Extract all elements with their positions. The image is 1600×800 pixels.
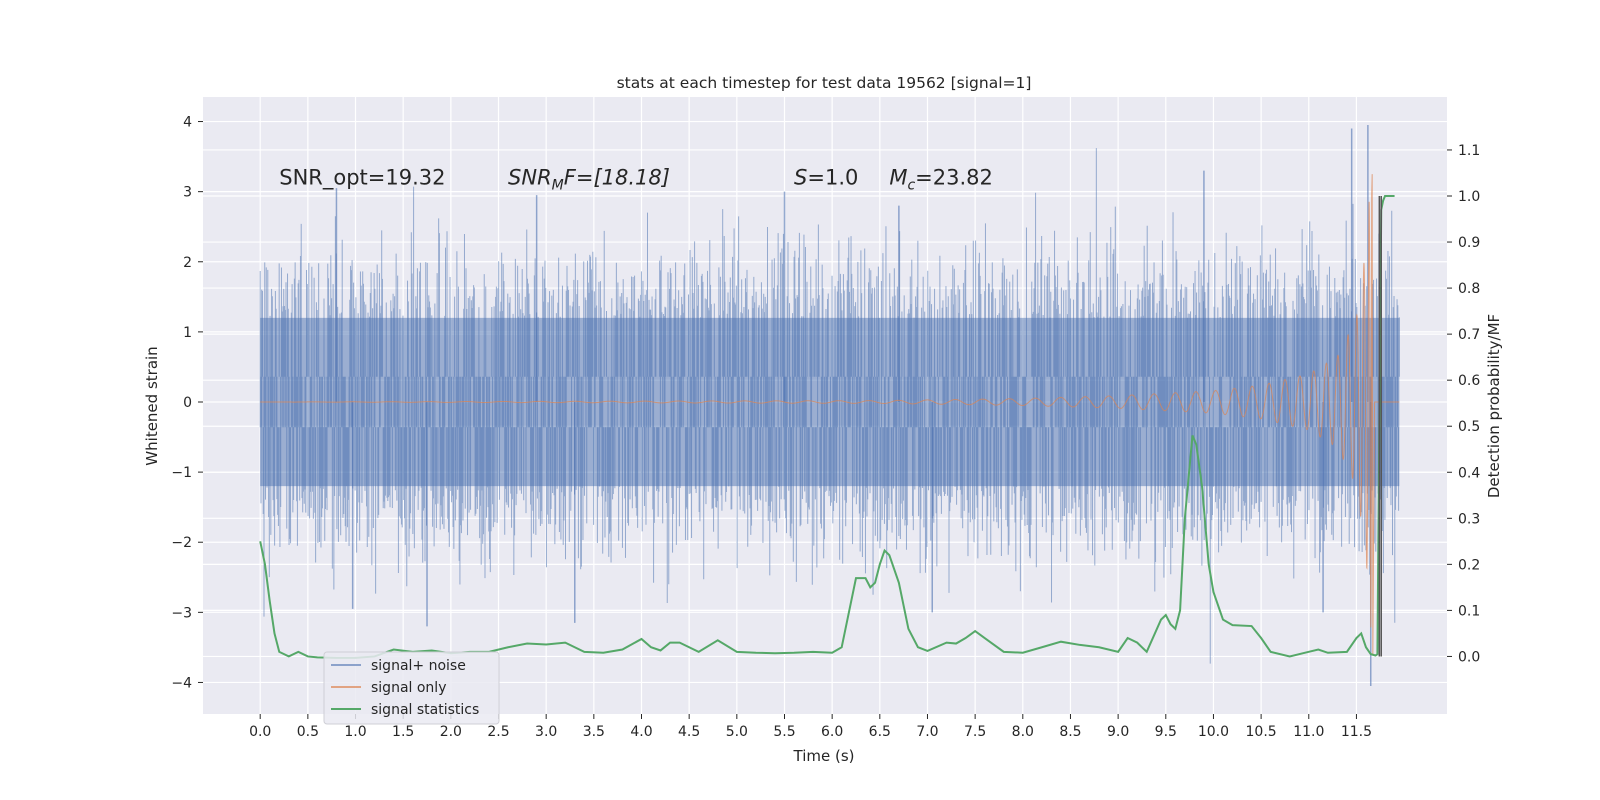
y2-tick-label: 0.2 [1458,557,1480,573]
annotation-plain: SNR_opt=19.32 [279,166,445,191]
x-tick-label: 10.5 [1246,724,1277,740]
y2-tick-label: 0.6 [1458,373,1480,389]
y2-tick-label: 0.0 [1458,649,1480,665]
y2-tick-label: 0.8 [1458,281,1480,297]
x-tick-label: 8.5 [1059,724,1081,740]
y2-axis-label: Detection probability/MF [1485,314,1503,498]
signal-chirp-line [260,174,1400,655]
legend: signal+ noise signal only signal statist… [323,651,500,725]
x-tick-label: 1.0 [344,724,366,740]
marker-lines [1378,195,1382,657]
annotation-snrmf: SNRMF=[18.18] [508,166,670,194]
x-tick-label: 11.0 [1293,724,1324,740]
y2-tick-label: 0.5 [1458,419,1480,435]
y2-tick-label: 1.0 [1458,189,1480,205]
annotations: SNR_opt=19.32 SNRMF=[18.18] S=1.0 Mc=23.82 [279,166,993,194]
y-tick-label: 1 [183,325,192,341]
x-tick-label: 5.0 [726,724,748,740]
y2-tick-label: 0.1 [1458,603,1480,619]
y2-tick-label: 0.3 [1458,511,1480,527]
annotation-mc: Mc=23.82 [889,166,993,194]
legend-label-signal: signal only [371,680,446,696]
y-axis-ticks: −4 −3 −2 −1 0 1 2 3 4 [171,115,203,691]
x-tick-label: 1.5 [392,724,414,740]
y-tick-label: −2 [171,535,192,551]
noise-spikes [259,148,1400,664]
x-tick-label: 7.5 [964,724,986,740]
y2-tick-label: 0.7 [1458,327,1480,343]
x-tick-label: 6.5 [869,724,891,740]
x-tick-label: 7.0 [916,724,938,740]
x-tick-label: 9.5 [1155,724,1177,740]
chart-title: stats at each timestep for test data 195… [617,74,1032,92]
annotation-italic-var: S=1.0 [794,166,858,190]
y-tick-label: −4 [171,675,192,691]
legend-label-stats: signal statistics [371,702,479,718]
y-tick-label: 3 [183,185,192,201]
y2-tick-label: 0.9 [1458,235,1480,251]
x-axis-label: Time (s) [793,747,855,765]
x-tick-label: 3.0 [535,724,557,740]
x-tick-label: 5.5 [773,724,795,740]
x-tick-label: 8.0 [1012,724,1034,740]
x-tick-label: 0.0 [249,724,271,740]
y-tick-label: −1 [171,465,192,481]
x-tick-label: 2.0 [440,724,462,740]
x-tick-label: 3.5 [583,724,605,740]
y-tick-label: 0 [183,395,192,411]
x-tick-label: 9.0 [1107,724,1129,740]
x-tick-label: 11.5 [1341,724,1372,740]
y2-axis-ticks: 0.0 0.1 0.2 0.3 0.4 0.5 0.6 0.7 0.8 0.9 1.0 1.1 [1447,143,1480,665]
x-tick-label: 2.5 [487,724,509,740]
x-tick-label: 4.0 [630,724,652,740]
x-axis-ticks: 0.0 0.5 1.0 1.5 2.0 2.5 3.0 3.5 4.0 4.5 5.0 5.5 6.0 6… [249,714,1372,740]
legend-label-noise: signal+ noise [371,658,466,674]
y-axis-label: Whitened strain [143,346,161,465]
y-tick-label: 2 [183,255,192,271]
x-tick-label: 10.0 [1198,724,1229,740]
x-tick-label: 4.5 [678,724,700,740]
y2-tick-label: 1.1 [1458,143,1480,159]
y-tick-label: −3 [171,605,192,621]
x-tick-label: 6.0 [821,724,843,740]
x-tick-label: 0.5 [297,724,319,740]
legend-frame [323,651,500,725]
y-tick-label: 4 [183,115,192,131]
y2-tick-label: 0.4 [1458,465,1480,481]
series-signal-only [260,174,1400,655]
